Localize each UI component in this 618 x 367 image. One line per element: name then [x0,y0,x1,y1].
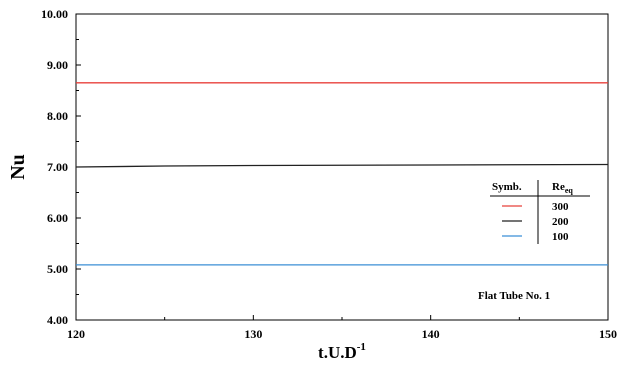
legend-header-value-sub: eq [565,186,574,195]
y-axis-title: Nu [7,154,29,180]
y-tick-label: 8.00 [47,109,68,123]
legend-label-re-200: 200 [552,216,569,228]
legend-label-re-300: 300 [552,201,569,213]
x-axis-title-superscript: -1 [357,341,366,353]
y-tick-label: 4.00 [47,313,68,327]
y-tick-label: 6.00 [47,211,68,225]
x-axis-title-main: t.U.D [318,343,357,362]
x-tick-label: 150 [599,327,617,341]
y-tick-label: 7.00 [47,160,68,174]
legend-label-re-100: 100 [552,231,569,243]
legend-header-value-main: Re [552,181,565,193]
y-tick-label: 5.00 [47,262,68,276]
x-tick-label: 120 [67,327,85,341]
x-tick-label: 130 [244,327,262,341]
y-tick-label: 9.00 [47,58,68,72]
series-line-re-200 [75,163,609,168]
x-axis-title: t.U.D-1 [318,341,366,362]
plot-frame [75,13,609,321]
chart-annotation: Flat Tube No. 1 [478,290,550,302]
legend-header-symbol: Symb. [492,181,522,193]
legend: Symb. Reeq 300 200 100 [490,180,590,244]
y-tick-label: 10.00 [41,7,68,21]
legend-header-value: Reeq [552,181,573,195]
x-tick-label: 140 [422,327,440,341]
